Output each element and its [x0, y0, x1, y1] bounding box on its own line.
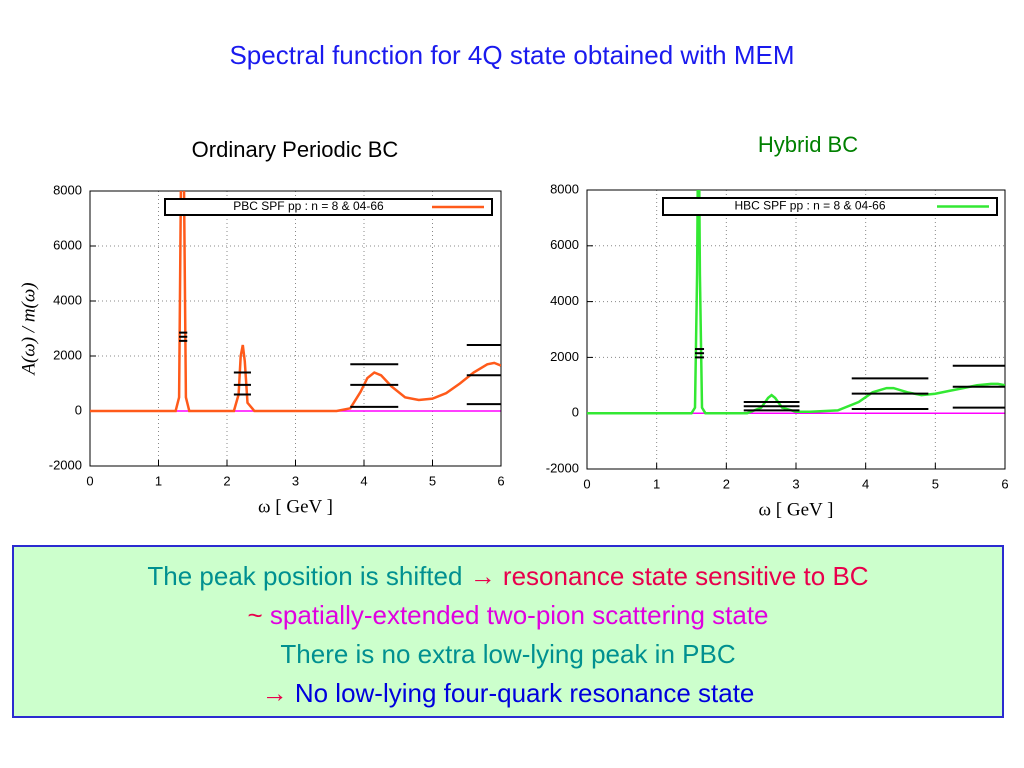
plot-frame [586, 189, 1006, 470]
box-line: → No low-lying four-quark resonance stat… [14, 674, 1002, 713]
x-tick-label: 0 [86, 473, 93, 488]
conclusion-box: The peak position is shifted → resonance… [12, 545, 1004, 718]
x-tick-label: 2 [223, 473, 230, 488]
y-tick-label: 0 [572, 405, 579, 420]
box-text: → resonance state sensitive to BC [469, 561, 869, 591]
x-tick-label: 3 [792, 476, 799, 491]
legend-label: PBC SPF pp : n = 8 & 04-66 [233, 199, 384, 213]
box-text: spatially-extended two-pion scattering s… [269, 600, 769, 630]
legend-label: HBC SPF pp : n = 8 & 04-66 [734, 199, 885, 213]
box-text: → [261, 678, 295, 708]
y-tick-label: 2000 [53, 347, 82, 362]
y-tick-label: 6000 [550, 237, 579, 252]
x-tick-label: 2 [723, 476, 730, 491]
x-tick-label: 3 [292, 473, 299, 488]
plot-frame [89, 190, 502, 467]
box-line: The peak position is shifted → resonance… [14, 557, 1002, 596]
y-tick-label: -2000 [546, 460, 579, 475]
x-axis-label: ω [ GeV ] [258, 496, 333, 517]
chart-title: Ordinary Periodic BC [192, 137, 399, 162]
y-tick-label: 4000 [550, 293, 579, 308]
x-tick-label: 5 [429, 473, 436, 488]
x-tick-label: 5 [932, 476, 939, 491]
box-text: ~ [247, 600, 270, 630]
y-tick-label: 0 [75, 402, 82, 417]
box-line: ~ spatially-extended two-pion scattering… [14, 596, 1002, 635]
x-tick-label: 0 [583, 476, 590, 491]
box-text: The peak position is shifted [147, 561, 470, 591]
y-tick-label: 8000 [53, 182, 82, 197]
box-text: There is no extra low-lying peak in PBC [280, 639, 736, 669]
y-tick-label: 8000 [550, 181, 579, 196]
y-axis-label: A(ω) / m(ω) [18, 282, 39, 376]
slide-title: Spectral function for 4Q state obtained … [229, 40, 795, 70]
x-tick-label: 1 [155, 473, 162, 488]
box-line: There is no extra low-lying peak in PBC [14, 635, 1002, 674]
charts: Ordinary Periodic BC0 1 2 3 4 5 6-200002000400… [18, 132, 1008, 521]
legend-box [662, 197, 998, 216]
x-tick-label: 4 [360, 473, 367, 488]
x-tick-label: 6 [497, 473, 504, 488]
x-tick-label: 4 [862, 476, 869, 491]
x-tick-label: 1 [653, 476, 660, 491]
chart-title: Hybrid BC [758, 132, 858, 157]
box-text: No low-lying four-quark resonance state [294, 678, 755, 708]
y-tick-label: -2000 [49, 457, 82, 472]
x-axis-label: ω [ GeV ] [759, 499, 834, 520]
spectral-line [90, 191, 501, 413]
y-tick-label: 4000 [53, 292, 82, 307]
x-tick-label: 6 [1001, 476, 1008, 491]
legend-box [164, 198, 493, 216]
y-tick-label: 6000 [53, 237, 82, 252]
y-tick-label: 2000 [550, 349, 579, 364]
